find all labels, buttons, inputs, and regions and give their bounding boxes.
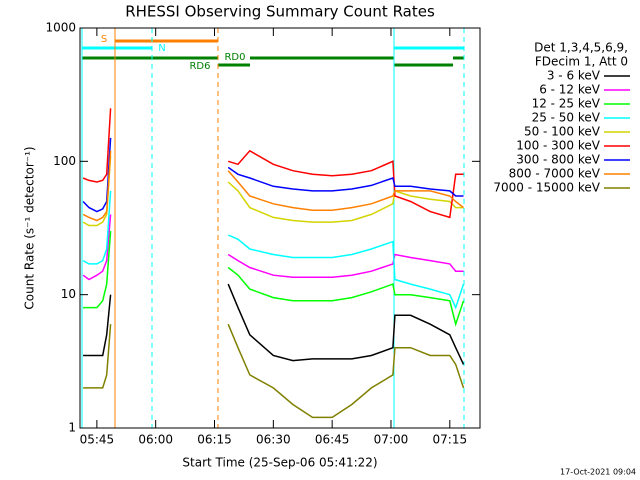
y-axis-label: Count Rate (s⁻¹ detector⁻¹) [23,146,37,309]
legend-label: 50 - 100 keV [524,125,601,139]
series-line [83,283,465,365]
legend-label: 25 - 50 keV [532,111,601,125]
annotation: S [101,34,107,45]
y-tick-label: 100 [53,154,76,168]
legend-label: 6 - 12 keV [539,83,601,97]
x-tick-label: 07:15 [433,433,468,447]
series-line [82,214,464,281]
series-line [82,150,464,222]
x-tick-label: 05:45 [80,433,115,447]
x-axis-label: Start Time (25-Sep-06 05:41:22) [182,456,377,470]
y-tick-label: 1 [68,421,76,435]
x-tick-label: 06:30 [256,433,291,447]
series-line [82,108,464,219]
legend-label: 12 - 25 keV [532,97,601,111]
x-tick-label: 06:15 [197,433,232,447]
plot-frame [79,27,481,429]
series-line [83,231,465,327]
legend-label: 300 - 800 keV [516,153,600,167]
x-tick-label: 06:00 [138,433,173,447]
series-line [82,190,465,310]
legend-label: 3 - 6 keV [547,69,601,83]
legend-header: FDecim 1, Att 0 [535,55,628,69]
legend-label: 100 - 300 keV [516,139,600,153]
legend-label: 7000 - 15000 keV [493,181,600,195]
annotation: RD0 [224,52,245,63]
chart-title: RHESSI Observing Summary Count Rates [125,3,435,21]
y-tick-label: 10 [61,287,76,301]
series-line [83,323,465,419]
timestamp: 17-Oct-2021 09:04 [560,468,636,477]
x-tick-label: 07:00 [374,433,409,447]
y-tick-label: 1000 [45,21,76,35]
legend-label: 800 - 7000 keV [509,167,601,181]
legend-header: Det 1,3,4,5,6,9, [534,41,628,55]
annotation: N [158,43,165,54]
annotation: RD6 [189,61,210,72]
x-tick-label: 06:45 [315,433,350,447]
